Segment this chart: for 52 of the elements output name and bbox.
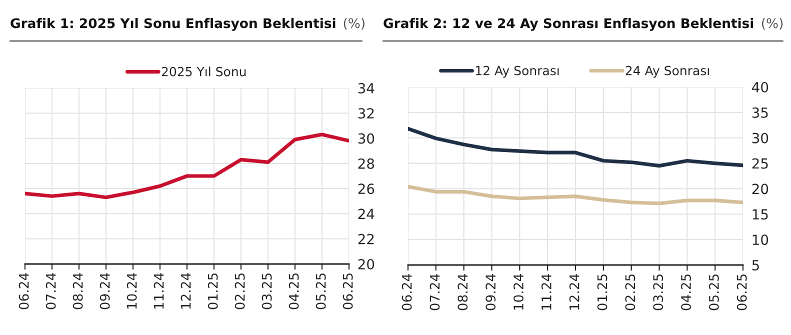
y-tick-label: 32: [358, 108, 374, 119]
x-tick-label: 06.25: [342, 273, 353, 310]
x-tick-label: 11.24: [154, 273, 164, 309]
x-tick-label: 05.25: [708, 274, 719, 310]
x-tick-label: 07.24: [430, 274, 440, 310]
y-tick-label: 22: [358, 234, 374, 244]
text: (%): [762, 18, 783, 30]
chart-title: Grafik 2: 12 ve 24 Ay Sonrası Enflasyon Beklentisi: [384, 18, 754, 31]
line-series: [408, 126, 743, 168]
x-tick-label: 08.24: [72, 273, 83, 310]
x-tick-label: 04.25: [288, 273, 299, 310]
x-tick-label: 06.24: [18, 273, 29, 310]
legend-label: 24 Ay Sonrası: [626, 66, 709, 78]
x-tick-label: 06.24: [402, 274, 412, 310]
y-tick-label: 28: [358, 158, 374, 169]
x-tick-label: 10.24: [126, 273, 137, 309]
legend-label: 2025 Yıl Sonu: [162, 66, 246, 76]
y-tick-label: 15: [752, 209, 768, 220]
x-tick-label: 03.25: [262, 273, 272, 310]
y-tick-label: 34: [358, 82, 374, 94]
x-tick-label: 09.24: [486, 274, 496, 310]
x-tick-label: 02.25: [234, 273, 245, 310]
y-tick-label: 20: [752, 184, 768, 194]
x-tick-label: 12.24: [180, 273, 191, 309]
x-tick-label: 08.24: [458, 274, 468, 310]
line-series: [408, 184, 743, 206]
x-tick-label: 02.25: [625, 274, 636, 310]
x-tick-label: 06.25: [736, 274, 747, 310]
x-tick-label: 01.25: [208, 273, 218, 310]
y-tick-label: 24: [358, 208, 374, 219]
y-tick-label: 26: [358, 184, 374, 194]
chart-title: Grafik 1: 2025 Yıl Sonu Enflasyon Beklentisi: [10, 18, 336, 31]
x-tick-label: 12.24: [569, 274, 580, 310]
x-tick-label: 11.24: [541, 274, 552, 310]
y-tick-label: 30: [752, 132, 768, 144]
chart-subtitle: (%): [344, 18, 364, 30]
legend-label: 12 Ay Sonrası: [476, 66, 559, 78]
y-tick-label: 5: [752, 260, 759, 270]
y-tick-label: 40: [752, 82, 768, 92]
x-tick-label: 03.25: [653, 274, 664, 310]
line-series: [25, 132, 349, 200]
y-tick-label: 30: [358, 133, 374, 144]
x-tick-label: 04.25: [681, 274, 691, 310]
y-tick-label: 10: [752, 234, 768, 246]
y-tick-label: 20: [358, 258, 374, 270]
y-tick-label: 25: [752, 158, 768, 169]
x-tick-label: 09.24: [100, 273, 110, 310]
x-tick-label: 10.24: [514, 274, 524, 310]
x-tick-label: 05.25: [316, 273, 326, 310]
x-tick-label: 07.24: [46, 273, 56, 310]
x-tick-label: 01.25: [597, 274, 608, 310]
y-tick-label: 35: [752, 107, 768, 118]
